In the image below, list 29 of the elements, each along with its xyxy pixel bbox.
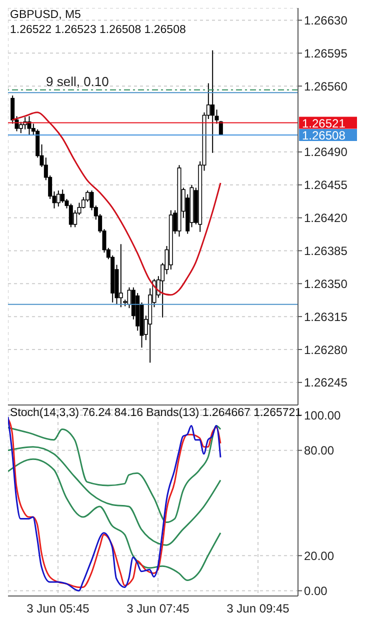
y-tick-label: 1.26385: [304, 244, 348, 258]
y-tick-label: 1.26350: [304, 276, 348, 291]
y-tick-label: 1.26455: [304, 178, 348, 192]
y-tick-label: 100.00: [304, 408, 342, 423]
x-tick-label: 3 Jun 09:45: [226, 602, 290, 616]
y-tick-label: 1.26420: [304, 211, 348, 226]
candlestick: [210, 50, 215, 154]
candlestick: [60, 189, 65, 204]
y-tick-label: 1.26595: [304, 46, 348, 60]
ref-line-label: 1.26521: [302, 116, 346, 130]
chart-title: GBPUSD, M5: [10, 8, 81, 23]
y-tick-label: 1.26315: [304, 310, 348, 324]
y-tick-label: 80.00: [304, 444, 334, 458]
y-tick-label: 20.00: [304, 548, 334, 563]
y-tick-label: 1.26280: [304, 342, 348, 357]
y-tick-label: 1.26490: [304, 145, 348, 160]
x-tick-label: 3 Jun 05:45: [26, 602, 90, 616]
candlestick: [68, 203, 73, 228]
x-tick-label: 3 Jun 07:45: [126, 602, 190, 616]
ref-line-label: 9 sell, 0.10: [46, 74, 109, 89]
y-tick-label: 1.26245: [304, 376, 348, 390]
candlestick: [118, 244, 123, 308]
y-tick-label: 1.26560: [304, 79, 348, 94]
y-tick-label: 1.26630: [304, 13, 348, 28]
candlestick: [18, 121, 23, 134]
ref-line-label: 1.26508: [302, 128, 346, 142]
y-tick-label: 0.00: [304, 584, 328, 598]
candlestick: [56, 190, 60, 207]
text: 1.26522 1.26523 1.26508 1.26508: [10, 23, 186, 38]
